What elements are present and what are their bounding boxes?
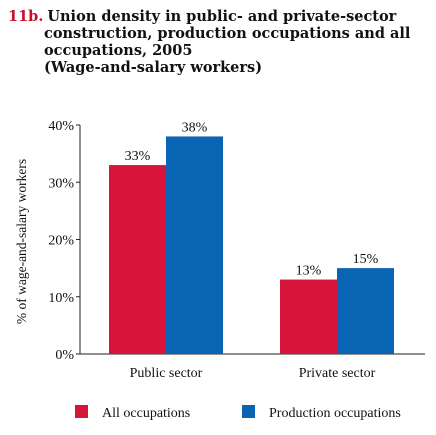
chart-title-line-1: 11b. Union density in public- and private… — [8, 8, 428, 25]
y-tick-label: 30% — [48, 176, 74, 191]
x-category-label: Public sector — [130, 366, 203, 381]
legend-swatch — [242, 405, 255, 418]
chart-title-line-3: occupations, 2005 — [44, 42, 193, 59]
y-tick-label: 20% — [48, 234, 74, 249]
y-tick-label: 0% — [55, 348, 74, 363]
y-axis-title: % of wage-and-salary workers — [14, 159, 29, 324]
chart-title-block: 11b. Union density in public- and private… — [8, 8, 428, 76]
legend-label: All occupations — [102, 406, 190, 421]
x-category-label: Private sector — [299, 366, 376, 381]
chart-title-line-2: construction, production occupations and… — [44, 25, 411, 42]
bar-value-label: 13% — [296, 264, 322, 279]
figure-number: 11b. — [8, 8, 44, 25]
bar — [166, 136, 223, 354]
bar-value-label: 38% — [182, 120, 208, 135]
bar — [109, 165, 166, 354]
chart-subtitle: (Wage-and-salary workers) — [44, 59, 263, 76]
y-tick-label: 10% — [48, 291, 74, 306]
legend-label: Production occupations — [269, 406, 401, 421]
chart-title-text-1: Union density in public- and private-sec… — [47, 8, 397, 25]
bar — [280, 279, 337, 354]
bar — [337, 268, 394, 354]
bar-value-label: 15% — [353, 252, 379, 267]
legend-swatch — [75, 405, 88, 418]
y-tick-label: 40% — [48, 119, 74, 134]
bar-value-label: 33% — [125, 149, 151, 164]
